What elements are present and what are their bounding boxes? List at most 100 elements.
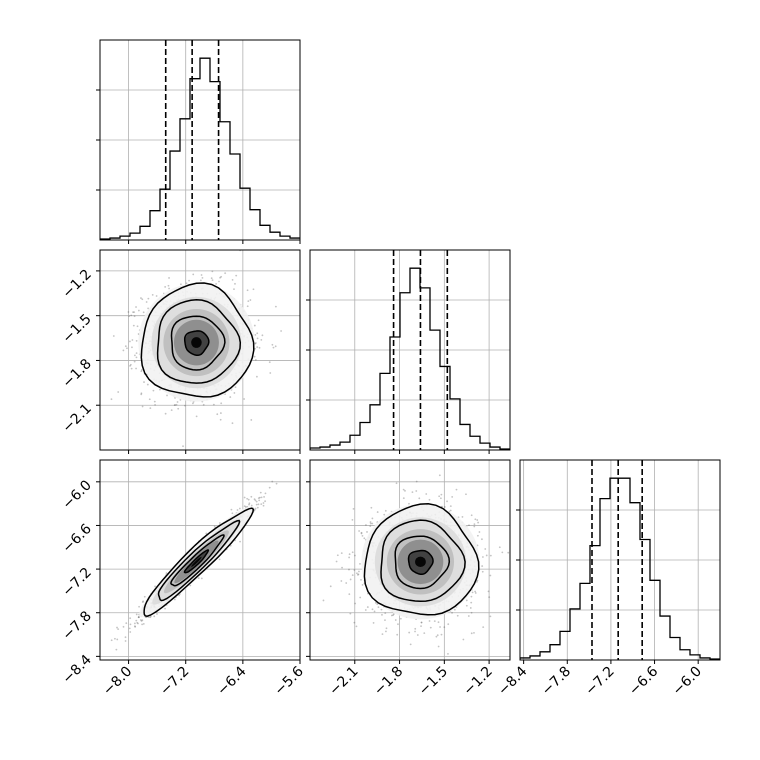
sample-point — [487, 590, 490, 593]
sample-point — [244, 506, 247, 508]
contour-line — [170, 534, 225, 587]
sample-point — [125, 622, 128, 625]
sample-point — [447, 652, 449, 655]
density-level — [191, 337, 202, 348]
sample-point — [200, 577, 203, 580]
sample-point — [408, 502, 410, 505]
sample-point — [358, 530, 360, 532]
sample-point — [429, 626, 432, 629]
sample-point — [137, 622, 139, 625]
sample-point — [259, 491, 262, 494]
sample-point — [140, 392, 143, 395]
sample-point — [256, 346, 259, 348]
sample-point — [220, 402, 223, 405]
sample-point — [456, 614, 459, 617]
sample-point — [133, 622, 136, 625]
sample-point — [351, 518, 354, 521]
sample-point — [168, 277, 170, 279]
sample-point — [140, 620, 143, 622]
y-tick-label: −1.5 — [59, 311, 94, 346]
sample-point — [115, 648, 118, 651]
sample-point — [110, 398, 113, 401]
sample-point — [440, 633, 443, 636]
panel-frame — [99, 249, 301, 451]
sample-point — [397, 623, 399, 626]
sample-point — [340, 552, 343, 555]
sample-point — [138, 605, 140, 608]
sample-point — [149, 615, 152, 618]
sample-point — [449, 505, 452, 508]
sample-point — [329, 585, 332, 588]
sample-point — [129, 340, 131, 343]
x-tick-label: −7.8 — [539, 664, 574, 699]
sample-point — [231, 278, 234, 281]
sample-point — [233, 392, 236, 394]
sample-point — [481, 556, 484, 558]
x-tick-label: −6.4 — [214, 663, 249, 698]
y-tick-label: −7.8 — [59, 608, 94, 643]
sample-point — [260, 496, 263, 499]
sample-point — [369, 521, 372, 523]
sample-point — [474, 590, 477, 593]
sample-point — [473, 523, 476, 526]
sample-point — [239, 540, 241, 543]
sample-point — [236, 509, 239, 511]
sample-point — [371, 522, 374, 525]
panel-frame — [99, 459, 301, 661]
sample-point — [473, 631, 475, 634]
sample-point — [439, 497, 442, 500]
sample-point — [131, 339, 134, 341]
sample-point — [141, 405, 144, 408]
sample-point — [404, 489, 406, 492]
sample-point — [358, 570, 360, 573]
sample-point — [167, 284, 170, 287]
sample-point — [211, 279, 214, 282]
sample-point — [253, 498, 256, 501]
sample-point — [246, 289, 249, 292]
sample-point — [254, 342, 257, 344]
sample-point — [254, 347, 256, 350]
sample-point — [280, 330, 282, 332]
sample-point — [127, 311, 130, 313]
sample-point — [352, 508, 355, 510]
sample-point — [260, 503, 263, 506]
sample-point — [152, 389, 155, 392]
sample-point — [147, 307, 150, 310]
sample-point — [351, 574, 354, 577]
sample-point — [130, 314, 133, 317]
sample-point — [256, 506, 259, 509]
sample-point — [443, 506, 446, 508]
sample-point — [188, 279, 190, 282]
sample-point — [134, 625, 136, 628]
sample-point — [470, 514, 473, 517]
y-tick-label: −6.6 — [59, 521, 94, 556]
sample-point — [485, 554, 488, 557]
sample-point — [409, 643, 412, 646]
sample-point — [137, 616, 140, 618]
sample-point — [137, 616, 140, 619]
sample-point — [348, 593, 351, 596]
sample-point — [366, 531, 368, 533]
sample-point — [420, 621, 423, 624]
sample-point — [141, 619, 144, 622]
sample-point — [447, 623, 450, 626]
sample-point — [349, 578, 352, 581]
sample-point — [185, 282, 188, 285]
sample-point — [149, 407, 152, 410]
sample-point — [381, 613, 383, 616]
scatter-panel-p1-p3 — [100, 460, 300, 660]
x-tick-label: −7.2 — [582, 664, 617, 699]
sample-point — [164, 286, 167, 288]
contour-line — [183, 330, 210, 357]
sample-point — [437, 621, 440, 624]
sample-point — [132, 311, 134, 314]
sample-point — [249, 299, 252, 301]
sample-point — [135, 613, 138, 616]
sample-point — [507, 551, 510, 554]
sample-point — [174, 404, 176, 406]
sample-point — [128, 315, 131, 317]
sample-point — [255, 503, 258, 506]
sample-point — [268, 486, 271, 489]
sample-point — [264, 500, 267, 503]
x-tick-label: −6.6 — [626, 663, 661, 698]
